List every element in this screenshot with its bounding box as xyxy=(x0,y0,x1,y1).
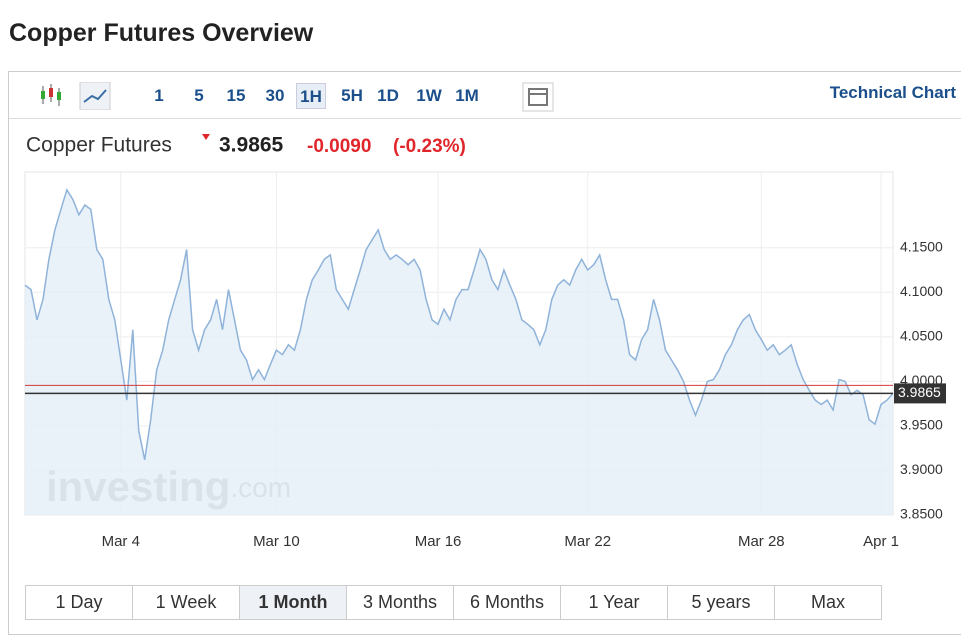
chart: Copper Futures 3.9865 -0.0090 (-0.23%) 3… xyxy=(24,134,946,550)
y-tick-label: 3.8500 xyxy=(900,506,943,522)
change: -0.0090 xyxy=(307,136,371,157)
price-line xyxy=(24,187,894,460)
down-arrow xyxy=(202,134,210,140)
interval-button[interactable]: 5H xyxy=(341,86,363,105)
interval-button[interactable]: 30 xyxy=(265,86,285,105)
x-tick-label: Mar 22 xyxy=(564,533,611,550)
technical-chart-link[interactable]: Technical Chart xyxy=(829,83,956,102)
y-tick-label: 4.1500 xyxy=(900,238,943,254)
chart-type-icons[interactable] xyxy=(39,82,139,110)
last-price-tag xyxy=(894,383,946,404)
price: 3.9865 xyxy=(219,134,284,157)
y-tick-label: 4.0500 xyxy=(900,328,943,344)
interval-button[interactable]: 1W xyxy=(416,86,442,105)
range-tab[interactable]: 1 Day xyxy=(26,586,133,619)
range-tab[interactable]: 5 years xyxy=(668,586,775,619)
interval-button[interactable]: 5 xyxy=(194,86,204,105)
interval-button[interactable]: 1 xyxy=(154,86,164,105)
interval-button[interactable]: 1H xyxy=(296,83,326,109)
range-tab[interactable]: 1 Week xyxy=(133,586,240,619)
x-tick-label: Mar 4 xyxy=(102,533,140,550)
x-tick-label: Mar 10 xyxy=(253,533,300,550)
page-title: Copper Futures Overview xyxy=(9,19,314,47)
x-tick-label: Mar 28 xyxy=(738,533,785,550)
change-pct: (-0.23%) xyxy=(393,136,466,157)
y-tick-label: 3.9000 xyxy=(900,461,943,477)
x-tick-label: Apr 1 xyxy=(863,533,899,550)
range-tab[interactable]: 6 Months xyxy=(454,586,561,619)
last-price-label: 3.9865 xyxy=(898,384,941,400)
y-tick-label: 3.9500 xyxy=(900,417,943,433)
interval-button[interactable]: 1M xyxy=(455,86,479,105)
x-tick-label: Mar 16 xyxy=(415,533,462,550)
range-tabs: 1 Day 1 Week 1 Month 3 Months 6 Months 1 Year… xyxy=(25,585,882,620)
range-tab[interactable]: 3 Months xyxy=(347,586,454,619)
y-tick-label: 4.1000 xyxy=(900,283,943,299)
range-tab[interactable]: Max xyxy=(810,592,845,612)
range-tab[interactable]: 1 Month xyxy=(240,586,347,619)
instrument-name: Copper Futures xyxy=(26,134,172,157)
settings-icon[interactable] xyxy=(522,82,554,112)
interval-button[interactable]: 1D xyxy=(377,86,399,105)
range-tab[interactable]: 1 Year xyxy=(561,586,668,619)
interval-button[interactable]: 15 xyxy=(226,86,246,105)
area-fill xyxy=(25,189,893,516)
toolbar: Technical Chart 1 5 15 30 1H 5H 1D 1W 1M xyxy=(9,72,961,119)
